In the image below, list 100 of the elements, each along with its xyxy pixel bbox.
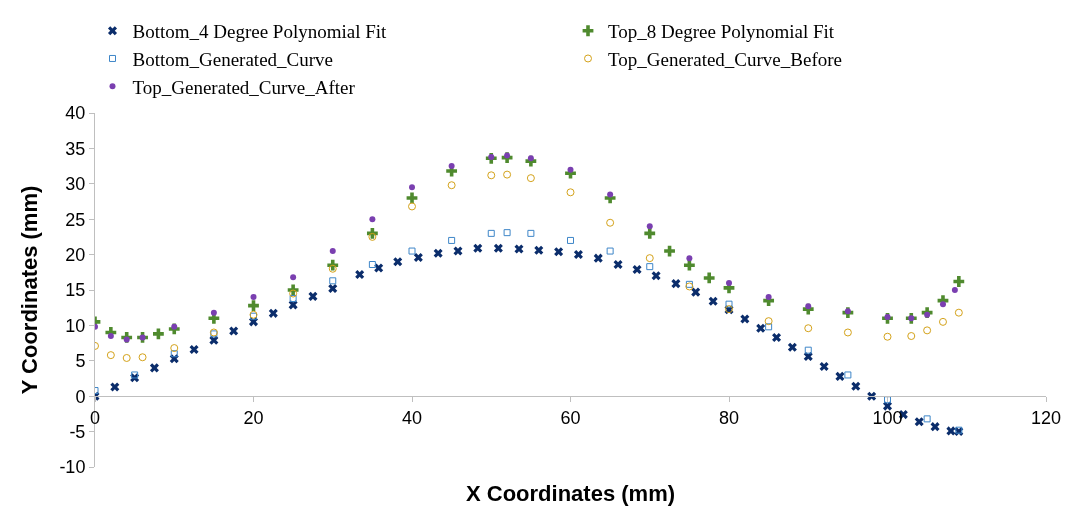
x-tick-label: 20 — [243, 407, 264, 428]
point — [671, 279, 681, 289]
point — [503, 229, 511, 237]
point — [765, 323, 773, 331]
point — [632, 264, 642, 274]
point — [644, 227, 656, 239]
point — [923, 415, 931, 423]
point — [289, 295, 297, 302]
point — [368, 232, 377, 241]
point — [153, 328, 164, 340]
point — [107, 333, 114, 340]
point — [613, 259, 623, 270]
point — [645, 254, 654, 263]
point — [765, 294, 772, 301]
point — [110, 382, 120, 392]
point — [566, 188, 575, 197]
y-tick-label: 35 — [65, 138, 86, 159]
point — [329, 277, 337, 285]
point — [409, 184, 415, 191]
x-tick-label: 60 — [560, 407, 581, 428]
point — [946, 426, 956, 436]
point — [447, 181, 456, 190]
point — [867, 391, 877, 401]
point — [664, 245, 675, 257]
point — [308, 291, 318, 301]
y-axis-title: Y Coordinates (mm) — [17, 185, 43, 395]
point — [534, 245, 544, 255]
point — [646, 223, 653, 230]
point — [328, 284, 338, 294]
x-tick-label: 40 — [401, 407, 423, 428]
point — [914, 417, 924, 427]
point — [106, 351, 115, 360]
point — [131, 371, 139, 379]
point — [907, 332, 916, 341]
point — [433, 248, 443, 258]
legend-label: Top_8 Degree Polynomial Fit — [608, 21, 835, 43]
point — [939, 301, 946, 308]
point — [708, 296, 718, 306]
point — [138, 353, 147, 362]
point — [607, 191, 614, 198]
point — [369, 216, 376, 223]
point — [406, 192, 418, 204]
point — [448, 236, 456, 244]
point — [527, 229, 535, 237]
point — [573, 250, 583, 260]
point — [290, 274, 297, 281]
point — [503, 170, 512, 179]
point — [473, 243, 483, 253]
y-tick-label: 15 — [65, 280, 86, 301]
point — [393, 257, 403, 267]
point — [683, 259, 695, 271]
point — [368, 261, 376, 269]
point — [408, 247, 416, 255]
point — [923, 326, 932, 335]
y-tick-label: 40 — [65, 103, 86, 124]
x-axis-title: X Coordinates (mm) — [466, 481, 676, 506]
point — [646, 263, 654, 271]
point — [686, 255, 693, 262]
point — [651, 271, 661, 281]
y-tick-label: 25 — [65, 209, 86, 230]
y-tick-label: 5 — [75, 351, 86, 372]
legend-label: Top_Generated_Curve_Before — [608, 48, 842, 70]
point — [740, 314, 750, 324]
point — [250, 294, 257, 301]
y-tick-label: 10 — [65, 315, 86, 336]
point — [804, 324, 813, 333]
x-tick-label: 100 — [872, 407, 903, 428]
point — [514, 244, 524, 254]
y-tick-label: -10 — [59, 457, 86, 478]
point — [487, 229, 495, 237]
point — [210, 309, 217, 316]
point — [268, 308, 278, 318]
point — [844, 371, 852, 379]
point — [453, 246, 463, 256]
point — [756, 323, 766, 333]
point — [493, 243, 503, 253]
x-tick-label: 120 — [1030, 407, 1062, 428]
legend-label: Bottom_4 Degree Polynomial Fit — [132, 21, 388, 43]
point — [229, 326, 239, 336]
point — [554, 247, 564, 257]
point — [567, 236, 574, 244]
point — [819, 361, 829, 371]
point — [289, 289, 298, 298]
point — [883, 332, 892, 341]
legend-label: Bottom_Generated_Curve — [132, 48, 334, 70]
point — [149, 363, 159, 373]
point — [843, 328, 852, 337]
point — [606, 247, 614, 255]
point — [951, 287, 958, 293]
point — [691, 287, 701, 297]
y-tick-label: 0 — [75, 386, 86, 407]
point — [835, 371, 845, 381]
point — [487, 171, 496, 180]
y-tick-label: -5 — [69, 421, 86, 442]
y-tick-label: 20 — [65, 244, 86, 265]
point — [772, 332, 782, 342]
point — [413, 252, 423, 262]
point — [954, 308, 963, 317]
point — [593, 253, 603, 263]
point — [170, 344, 179, 353]
